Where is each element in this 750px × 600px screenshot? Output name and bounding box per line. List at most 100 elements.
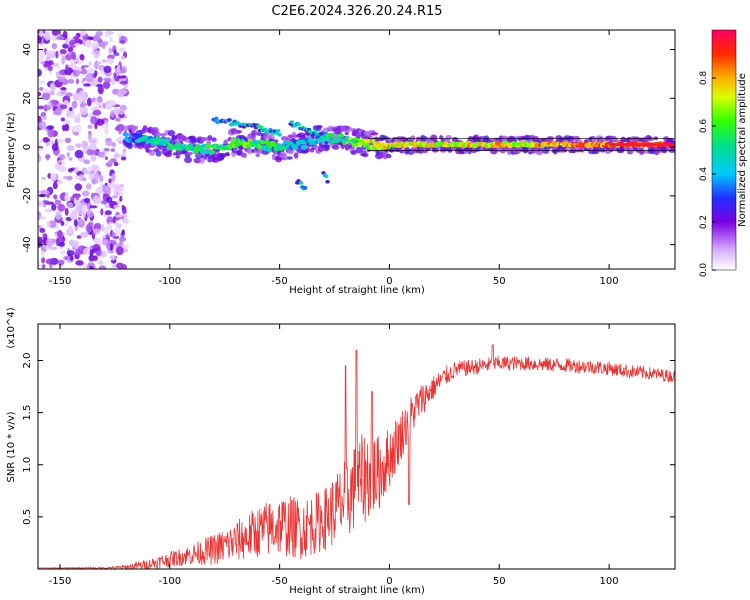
noise-blob bbox=[121, 229, 125, 236]
halo-blob bbox=[370, 132, 379, 136]
noise-blob bbox=[100, 200, 108, 205]
noise-blob bbox=[81, 190, 90, 197]
spectrogram-frame bbox=[37, 29, 676, 270]
noise-blob bbox=[100, 208, 104, 216]
noise-blob bbox=[92, 111, 100, 116]
noise-blob bbox=[58, 154, 66, 161]
noise-blob bbox=[51, 43, 58, 50]
noise-blob bbox=[74, 183, 83, 191]
noise-blob bbox=[38, 105, 45, 110]
noise-blob bbox=[111, 195, 118, 199]
noise-blob bbox=[44, 31, 51, 41]
noise-blob bbox=[50, 172, 56, 180]
noise-blob bbox=[85, 73, 94, 83]
halo-blob bbox=[316, 125, 323, 129]
noise-blob bbox=[38, 154, 42, 163]
x-tick-label: -50 bbox=[271, 276, 287, 287]
ridge-point bbox=[298, 139, 304, 143]
noise-blob bbox=[100, 40, 109, 46]
noise-blob bbox=[73, 218, 78, 227]
noise-blob bbox=[47, 129, 55, 138]
noise-blob bbox=[38, 86, 44, 91]
spectrogram-x-axis-label: Height of straight line (km) bbox=[289, 285, 425, 296]
noise-blob bbox=[71, 100, 78, 109]
x-tick-label: 100 bbox=[600, 576, 619, 587]
noise-blob bbox=[79, 218, 84, 225]
snr-x-axis-label: Height of straight line (km) bbox=[289, 585, 425, 596]
x-tick-label: 0 bbox=[386, 576, 392, 587]
noise-blob bbox=[89, 266, 94, 269]
noise-blob bbox=[113, 204, 120, 209]
ridge-point bbox=[326, 136, 332, 141]
noise-blob bbox=[48, 60, 54, 66]
noise-blob bbox=[113, 161, 119, 167]
halo-blob bbox=[638, 148, 645, 155]
noise-blob bbox=[50, 140, 55, 145]
noise-blob bbox=[116, 64, 121, 73]
halo-blob bbox=[361, 152, 369, 158]
halo-blob bbox=[175, 155, 180, 159]
colorbar-ticks: 0.0 0.2 0.4 0.6 0.8 bbox=[699, 71, 716, 278]
noise-blob bbox=[38, 236, 43, 245]
branch-point bbox=[276, 128, 281, 133]
noise-blob bbox=[78, 67, 83, 72]
branch-point bbox=[313, 129, 318, 134]
spectrogram-panel: -150 -100 -50 0 50 100 -40 -20 0 20 40 Height of … bbox=[6, 29, 676, 296]
noise-blob bbox=[102, 185, 112, 193]
noise-blob bbox=[65, 53, 73, 61]
ridge-point bbox=[245, 143, 252, 149]
noise-blob bbox=[115, 223, 122, 229]
noise-blob bbox=[44, 138, 51, 142]
branch-point bbox=[325, 179, 330, 184]
halo-blob bbox=[126, 142, 134, 150]
halo-blob bbox=[238, 145, 244, 151]
y-tick-label: 1.0 bbox=[22, 457, 33, 473]
branch-point bbox=[323, 174, 329, 179]
ridge-point bbox=[300, 144, 308, 150]
colorbar-tick-label: 0.6 bbox=[699, 119, 709, 134]
halo-blob bbox=[430, 134, 438, 142]
noise-blob bbox=[39, 227, 46, 233]
x-tick-label: 50 bbox=[493, 576, 506, 587]
noise-blob bbox=[49, 90, 55, 96]
noise-blob bbox=[94, 99, 98, 108]
noise-blob bbox=[104, 126, 109, 135]
noise-blob bbox=[85, 183, 92, 190]
ridge-point bbox=[155, 136, 161, 142]
y-tick-label: 1.5 bbox=[22, 405, 33, 421]
noise-blob bbox=[62, 175, 69, 180]
halo-blob bbox=[167, 149, 172, 154]
spectrogram-y-ticks: -40 -20 0 20 40 bbox=[22, 43, 675, 253]
branch-point bbox=[289, 120, 295, 124]
noise-blob bbox=[38, 262, 41, 268]
noise-blob bbox=[41, 264, 46, 269]
noise-blob bbox=[116, 108, 125, 115]
noise-blob bbox=[55, 211, 62, 220]
noise-blob bbox=[41, 61, 45, 65]
noise-blob bbox=[67, 46, 74, 53]
noise-blob bbox=[38, 225, 42, 229]
x-tick-label: 0 bbox=[386, 276, 392, 287]
halo-blob bbox=[251, 129, 258, 137]
noise-blob bbox=[80, 231, 89, 238]
halo-blob bbox=[273, 139, 279, 143]
colorbar-tick-label: 0.0 bbox=[699, 263, 709, 278]
noise-blob bbox=[58, 166, 67, 173]
noise-blob bbox=[81, 140, 86, 146]
halo-blob bbox=[386, 153, 392, 159]
halo-blob bbox=[243, 136, 248, 141]
noise-blob bbox=[93, 61, 100, 69]
noise-blob bbox=[116, 124, 125, 132]
noise-blob bbox=[65, 92, 73, 97]
snr-y-axis-label: SNR (10 * v/v) bbox=[6, 411, 17, 482]
noise-blob bbox=[60, 104, 68, 110]
noise-blob bbox=[39, 30, 44, 37]
noise-blob bbox=[87, 124, 93, 130]
noise-blob bbox=[57, 76, 67, 83]
noise-blob bbox=[74, 175, 80, 180]
noise-blob bbox=[109, 243, 114, 251]
noise-blob bbox=[41, 250, 45, 256]
halo-blob bbox=[235, 130, 243, 134]
noise-blob bbox=[119, 40, 126, 44]
ridge-point bbox=[291, 144, 299, 150]
